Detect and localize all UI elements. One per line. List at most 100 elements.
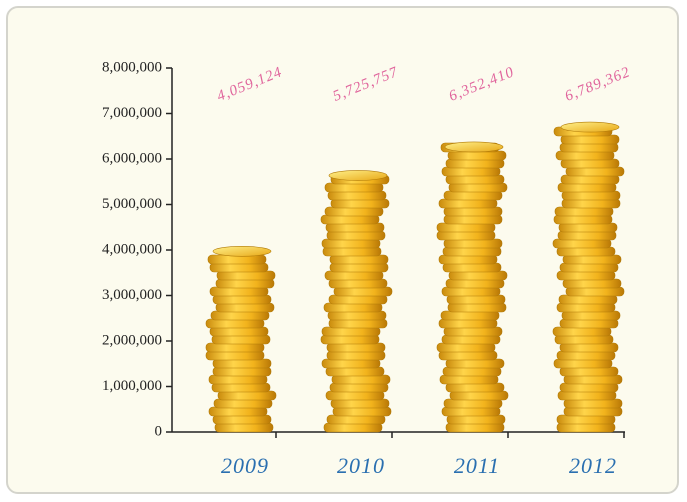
coin xyxy=(212,294,272,305)
coin xyxy=(442,262,502,273)
coin xyxy=(553,214,613,225)
coin xyxy=(436,342,496,353)
coin xyxy=(211,382,271,393)
coin xyxy=(321,326,381,337)
coin xyxy=(329,262,389,273)
coin xyxy=(445,422,505,433)
coin xyxy=(565,286,625,297)
coin xyxy=(216,270,276,281)
coin xyxy=(560,158,620,169)
coin xyxy=(205,350,265,361)
coin xyxy=(559,318,619,329)
coin-top xyxy=(444,141,504,153)
coin xyxy=(208,374,268,385)
coin-stack xyxy=(205,246,277,433)
coin xyxy=(445,382,505,393)
coin xyxy=(330,198,390,209)
coin xyxy=(442,246,502,257)
coin xyxy=(327,310,387,321)
coin xyxy=(205,342,265,353)
coin xyxy=(556,246,616,257)
coin-top xyxy=(560,121,620,133)
coin xyxy=(331,374,391,385)
coin xyxy=(208,406,268,417)
coin xyxy=(556,270,616,281)
y-tick-label: 1,000,000 xyxy=(102,378,162,394)
coin xyxy=(436,230,496,241)
coin xyxy=(443,206,503,217)
coin xyxy=(559,342,619,353)
coin xyxy=(448,270,508,281)
coin xyxy=(446,414,506,425)
coin xyxy=(217,390,277,401)
coin xyxy=(320,334,380,345)
coin xyxy=(209,262,269,273)
coin xyxy=(330,398,390,409)
coin xyxy=(323,302,383,313)
coin xyxy=(324,270,384,281)
coin xyxy=(561,198,621,209)
y-tick-label: 7,000,000 xyxy=(102,105,162,121)
coin xyxy=(324,206,384,217)
coin xyxy=(563,374,623,385)
coin xyxy=(557,390,617,401)
coin xyxy=(215,278,275,289)
x-tick-label: 2010 xyxy=(337,453,385,478)
coin xyxy=(443,214,503,225)
coin xyxy=(448,182,508,193)
coin-stack xyxy=(552,121,625,433)
coin xyxy=(441,286,501,297)
coin xyxy=(333,286,393,297)
coin xyxy=(560,174,620,185)
coin xyxy=(320,214,380,225)
coin xyxy=(325,222,385,233)
coin xyxy=(438,254,498,265)
coin xyxy=(210,310,270,321)
y-tick-label: 5,000,000 xyxy=(102,196,162,212)
coin xyxy=(445,158,505,169)
coin xyxy=(215,302,275,313)
coin xyxy=(553,358,613,369)
coin xyxy=(209,286,269,297)
coin xyxy=(554,206,614,217)
coin xyxy=(329,254,389,265)
coin xyxy=(327,190,387,201)
coin xyxy=(559,262,619,273)
value-label: 4,059,124 xyxy=(215,64,285,105)
coin xyxy=(443,190,503,201)
coin-stack xyxy=(436,141,509,433)
value-label: 5,725,757 xyxy=(331,64,401,105)
coin xyxy=(441,166,501,177)
coin xyxy=(212,358,272,369)
y-tick-label: 3,000,000 xyxy=(102,287,162,303)
coin xyxy=(555,150,615,161)
x-tick-label: 2009 xyxy=(221,453,269,478)
coin xyxy=(552,238,612,249)
coin xyxy=(326,350,386,361)
coin xyxy=(324,182,384,193)
coin xyxy=(446,294,506,305)
coin xyxy=(322,246,382,257)
coin xyxy=(447,302,507,313)
coin xyxy=(556,422,616,433)
coin xyxy=(563,406,623,417)
coin xyxy=(447,150,507,161)
coin xyxy=(438,198,498,209)
coin xyxy=(443,238,503,249)
coin xyxy=(329,382,389,393)
coin xyxy=(442,366,502,377)
coin xyxy=(323,422,383,433)
coin-top xyxy=(212,246,272,257)
coin xyxy=(559,382,619,393)
coin xyxy=(438,350,498,361)
coin xyxy=(443,398,503,409)
coin xyxy=(552,326,612,337)
coin xyxy=(561,190,621,201)
coin xyxy=(559,366,619,377)
coin xyxy=(325,390,385,401)
coin xyxy=(562,254,622,265)
coin xyxy=(565,166,625,177)
coin xyxy=(445,278,505,289)
coin xyxy=(558,222,618,233)
coin xyxy=(558,294,618,305)
